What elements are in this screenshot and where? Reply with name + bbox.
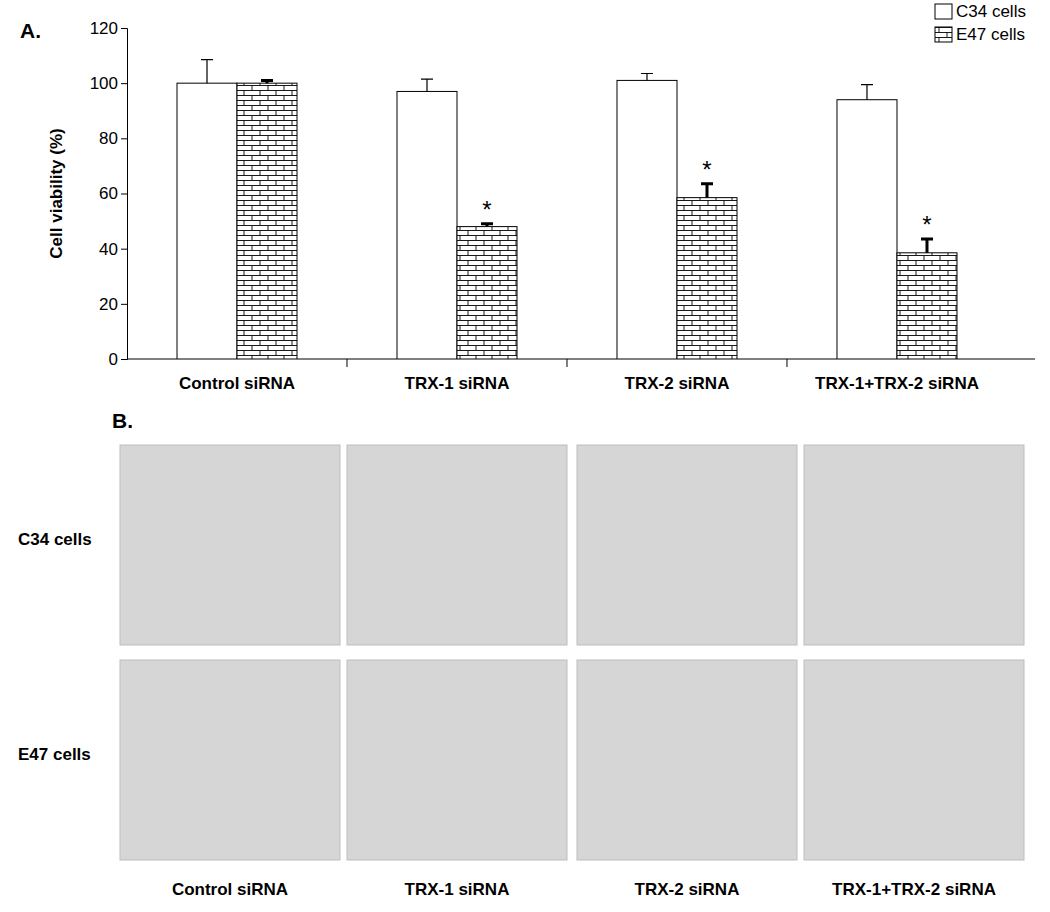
panel-label: B.: [112, 409, 133, 432]
legend-item: E47 cells: [935, 25, 1025, 44]
legend-label: C34 cells: [956, 2, 1026, 21]
y-tick: 100: [90, 74, 127, 93]
y-tick: 0: [109, 350, 127, 369]
bar: [397, 91, 457, 359]
error-bar: [201, 60, 213, 83]
category-separator: [566, 359, 567, 367]
legend-swatch: [935, 4, 952, 19]
significance-marker: *: [922, 211, 931, 238]
legend-item: C34 cells: [935, 2, 1026, 21]
x-tick: Control siRNA: [179, 359, 295, 393]
x-tick: TRX-1+TRX-2 siRNA: [815, 359, 979, 393]
significance-marker: *: [702, 156, 711, 183]
panel-label: A.: [20, 19, 41, 42]
y-tick-mark: [121, 83, 127, 84]
bar: [457, 227, 517, 359]
error-bar: [641, 74, 653, 81]
figure: A. 0 20 40 60 80 100 120 Cell viability (%) Contr…: [0, 0, 1050, 912]
micrograph: [804, 660, 1024, 860]
y-tick-mark: [121, 28, 127, 29]
y-tick-label: 80: [99, 129, 118, 148]
y-tick-mark: [121, 194, 127, 195]
y-tick: 40: [99, 240, 127, 259]
plot-area: [177, 60, 957, 359]
significance-marker: *: [482, 196, 491, 223]
y-tick: 80: [99, 129, 127, 148]
column-label: TRX-2 siRNA: [635, 880, 740, 899]
y-tick-mark: [121, 138, 127, 139]
bar: [677, 198, 737, 359]
micrograph: [804, 445, 1024, 645]
row-label: C34 cells: [18, 530, 92, 549]
category-separator: [786, 359, 787, 367]
bar: [237, 83, 297, 359]
bar: [177, 83, 237, 359]
category-separator: [346, 359, 347, 367]
error-bar: [861, 85, 873, 100]
row-label: E47 cells: [18, 745, 91, 764]
micrograph: [120, 660, 340, 860]
legend-label: E47 cells: [956, 25, 1025, 44]
legend-swatch: [935, 27, 952, 42]
bar: [897, 253, 957, 359]
y-tick-label: 120: [90, 19, 118, 38]
y-axis: 0 20 40 60 80 100 120: [90, 19, 128, 369]
y-tick: 60: [99, 184, 127, 203]
y-tick-label: 20: [99, 295, 118, 314]
y-tick: 120: [90, 19, 127, 38]
micrograph: [120, 445, 340, 645]
y-tick: 20: [99, 295, 127, 314]
column-label: Control siRNA: [172, 880, 288, 899]
y-axis-title: Cell viability (%): [47, 128, 66, 258]
column-label: TRX-1 siRNA: [405, 880, 510, 899]
x-tick-label: Control siRNA: [179, 374, 295, 393]
micrograph: [347, 660, 567, 860]
x-tick-label: TRX-1+TRX-2 siRNA: [815, 374, 979, 393]
error-bar: [261, 80, 273, 83]
y-tick-mark: [121, 304, 127, 305]
x-tick: TRX-1 siRNA: [405, 359, 510, 393]
error-bar: [421, 79, 433, 91]
micrograph: [347, 445, 567, 645]
y-tick-label: 40: [99, 240, 118, 259]
column-label: TRX-1+TRX-2 siRNA: [832, 880, 996, 899]
y-tick-label: 60: [99, 184, 118, 203]
y-tick-label: 100: [90, 74, 118, 93]
error-bar: [481, 224, 493, 227]
x-tick-label: TRX-1 siRNA: [405, 374, 510, 393]
y-tick-mark: [121, 249, 127, 250]
micrograph: [577, 445, 797, 645]
error-bar: [701, 184, 713, 198]
y-axis-line: [121, 29, 128, 360]
x-tick-label: TRX-2 siRNA: [625, 374, 730, 393]
y-tick-label: 0: [109, 350, 118, 369]
error-bar: [921, 239, 933, 253]
x-axis: Control siRNA TRX-1 siRNA TRX-2 siRNA TRX-1…: [127, 359, 1035, 393]
bar: [837, 100, 897, 359]
x-tick: TRX-2 siRNA: [625, 359, 730, 393]
bar: [617, 80, 677, 359]
micrograph: [577, 660, 797, 860]
y-tick-mark: [121, 359, 127, 360]
legend: C34 cells E47 cells: [935, 2, 1026, 44]
